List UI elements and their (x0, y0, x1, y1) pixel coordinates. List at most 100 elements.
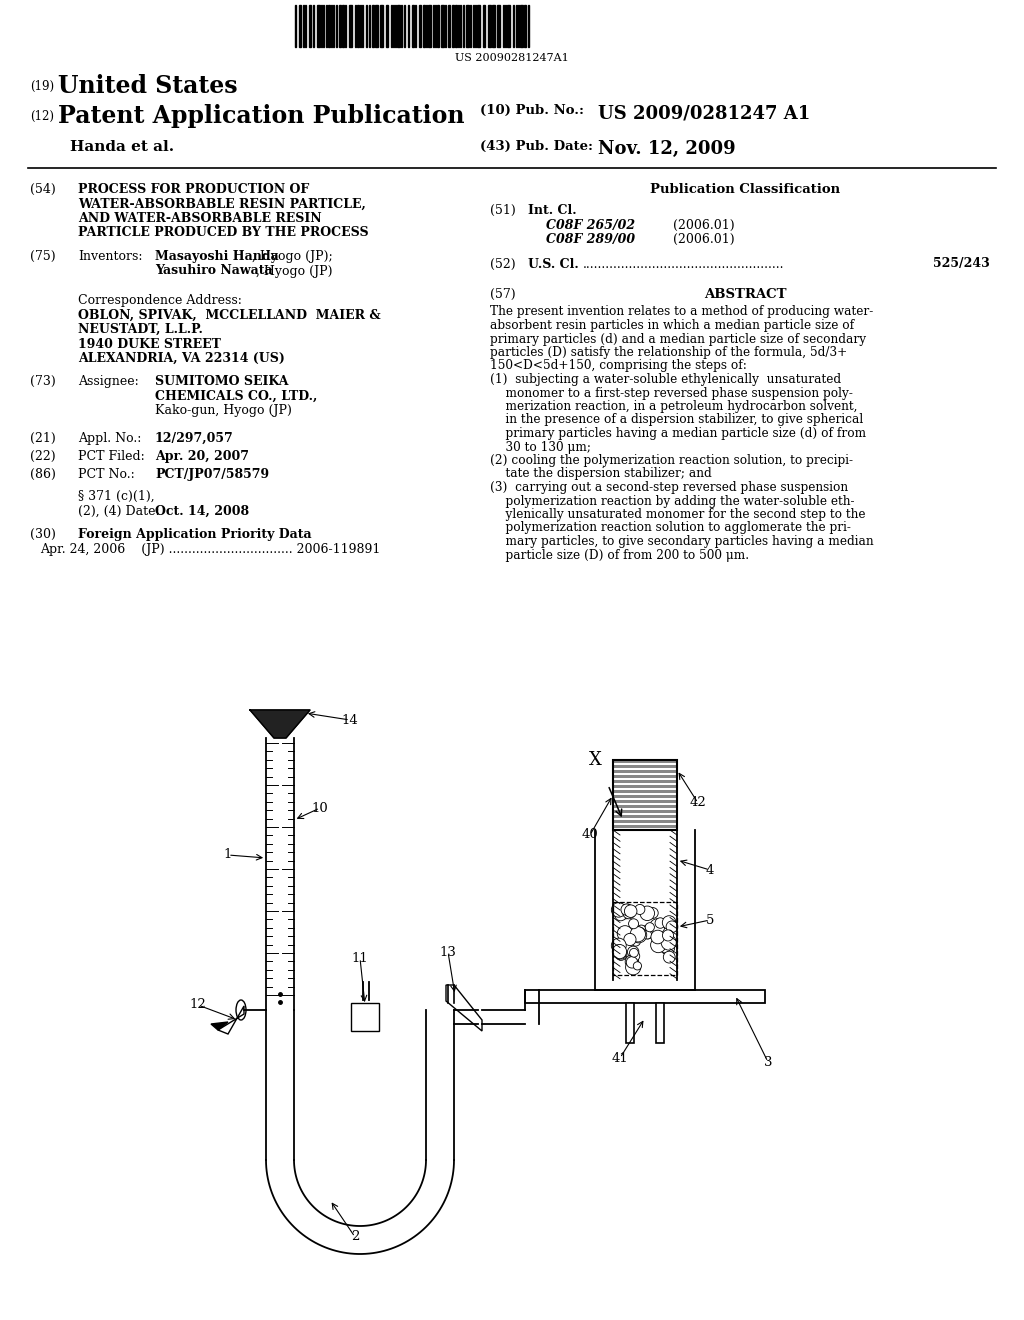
Text: ....................................................: ........................................… (583, 257, 784, 271)
Text: (57): (57) (490, 288, 516, 301)
Text: United States: United States (58, 74, 238, 98)
Circle shape (621, 904, 633, 915)
Text: polymerization reaction by adding the water-soluble eth-: polymerization reaction by adding the wa… (490, 495, 854, 507)
Text: AND WATER-ABSORBABLE RESIN: AND WATER-ABSORBABLE RESIN (78, 213, 322, 224)
Text: 11: 11 (351, 952, 369, 965)
Circle shape (629, 919, 639, 929)
Text: ALEXANDRIA, VA 22314 (US): ALEXANDRIA, VA 22314 (US) (78, 352, 285, 366)
Text: (21): (21) (30, 432, 55, 445)
Circle shape (664, 952, 675, 964)
Text: (73): (73) (30, 375, 55, 388)
Text: C08F 265/02: C08F 265/02 (546, 219, 635, 231)
Bar (492, 5, 495, 48)
Bar (328, 5, 330, 48)
Text: primary particles (d) and a median particle size of secondary: primary particles (d) and a median parti… (490, 333, 866, 346)
Bar (613, 902, 677, 975)
Text: 30 to 130 μm;: 30 to 130 μm; (490, 441, 591, 454)
Text: 10: 10 (311, 801, 329, 814)
Bar (613, 810, 677, 813)
Bar (613, 795, 677, 797)
Circle shape (640, 906, 654, 920)
Text: 1940 DUKE STREET: 1940 DUKE STREET (78, 338, 221, 351)
Text: primary particles having a median particle size (d) of from: primary particles having a median partic… (490, 426, 866, 440)
Text: Int. Cl.: Int. Cl. (528, 205, 577, 216)
Circle shape (617, 950, 626, 960)
Bar (452, 5, 454, 48)
Bar (507, 5, 510, 48)
Circle shape (645, 923, 654, 932)
Circle shape (663, 929, 674, 941)
Bar (342, 5, 344, 48)
Bar (412, 5, 414, 48)
Bar (437, 5, 439, 48)
Circle shape (630, 948, 638, 957)
Text: particles (D) satisfy the relationship of the formula, 5d/3+: particles (D) satisfy the relationship o… (490, 346, 847, 359)
Text: Handa et al.: Handa et al. (70, 140, 174, 154)
Text: OBLON, SPIVAK,  MCCLELLAND  MAIER &: OBLON, SPIVAK, MCCLELLAND MAIER & (78, 309, 381, 322)
Text: (52): (52) (490, 257, 516, 271)
Text: Nov. 12, 2009: Nov. 12, 2009 (598, 140, 735, 158)
Circle shape (626, 960, 641, 975)
Circle shape (657, 919, 667, 928)
Text: 12: 12 (189, 998, 207, 1011)
Text: Correspondence Address:: Correspondence Address: (78, 294, 242, 308)
Text: CHEMICALS CO., LTD.,: CHEMICALS CO., LTD., (155, 389, 317, 403)
Bar (449, 5, 450, 48)
Text: § 371 (c)(1),: § 371 (c)(1), (78, 490, 155, 503)
Text: (30): (30) (30, 528, 56, 541)
Circle shape (643, 931, 651, 939)
Text: Patent Application Publication: Patent Application Publication (58, 104, 465, 128)
Text: 14: 14 (342, 714, 358, 726)
Bar (309, 5, 311, 48)
Ellipse shape (236, 1001, 246, 1020)
Text: (12): (12) (30, 110, 54, 123)
Bar (419, 5, 421, 48)
Text: absorbent resin particles in which a median particle size of: absorbent resin particles in which a med… (490, 319, 854, 333)
Text: PARTICLE PRODUCED BY THE PROCESS: PARTICLE PRODUCED BY THE PROCESS (78, 227, 369, 239)
Circle shape (631, 936, 641, 946)
Bar (372, 5, 374, 48)
Polygon shape (211, 1022, 228, 1030)
Bar (613, 785, 677, 788)
Text: US 20090281247A1: US 20090281247A1 (455, 53, 569, 63)
Circle shape (626, 954, 639, 969)
Text: 3: 3 (764, 1056, 772, 1068)
Circle shape (614, 908, 627, 921)
Text: PCT/JP07/58579: PCT/JP07/58579 (155, 469, 269, 480)
Circle shape (641, 925, 654, 939)
Circle shape (623, 904, 633, 915)
Polygon shape (446, 985, 482, 1031)
Circle shape (628, 960, 639, 970)
Circle shape (637, 925, 646, 935)
Circle shape (628, 946, 639, 957)
Text: PROCESS FOR PRODUCTION OF: PROCESS FOR PRODUCTION OF (78, 183, 309, 195)
Text: (19): (19) (30, 81, 54, 92)
Text: in the presence of a dispersion stabilizer, to give spherical: in the presence of a dispersion stabiliz… (490, 413, 863, 426)
Bar (386, 5, 388, 48)
Text: WATER-ABSORBABLE RESIN PARTICLE,: WATER-ABSORBABLE RESIN PARTICLE, (78, 198, 366, 210)
Text: polymerization reaction solution to agglomerate the pri-: polymerization reaction solution to aggl… (490, 521, 851, 535)
Bar (351, 1003, 379, 1031)
Bar (477, 5, 480, 48)
Text: Yasuhiro Nawata: Yasuhiro Nawata (155, 264, 272, 277)
Circle shape (625, 906, 637, 917)
Circle shape (667, 921, 678, 932)
Polygon shape (250, 710, 310, 738)
Bar (483, 5, 485, 48)
Circle shape (650, 937, 666, 953)
Text: US 2009/0281247 A1: US 2009/0281247 A1 (598, 104, 810, 121)
Circle shape (611, 939, 627, 953)
Text: 1: 1 (224, 849, 232, 862)
Bar (613, 820, 677, 822)
Text: PCT Filed:: PCT Filed: (78, 450, 144, 463)
Circle shape (650, 919, 665, 933)
Bar (520, 5, 523, 48)
Bar (317, 5, 319, 48)
Text: (2), (4) Date:: (2), (4) Date: (78, 504, 160, 517)
Text: (43) Pub. Date:: (43) Pub. Date: (480, 140, 593, 153)
Text: X: X (589, 751, 601, 770)
Text: The present invention relates to a method of producing water-: The present invention relates to a metho… (490, 305, 873, 318)
Bar (613, 780, 677, 783)
Bar (375, 5, 378, 48)
Text: 40: 40 (582, 829, 598, 842)
